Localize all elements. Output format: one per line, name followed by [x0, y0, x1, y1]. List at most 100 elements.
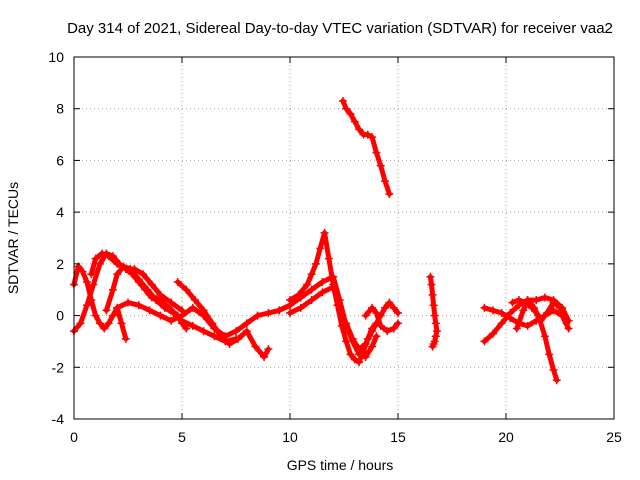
- data-point: [95, 259, 104, 268]
- data-point: [355, 345, 364, 354]
- series-track-12: [338, 96, 394, 199]
- data-point: [338, 96, 347, 105]
- series-track-5: [113, 298, 294, 341]
- axis-ticks: 0 5 10 15 20 25 -4 -2 0 2 4 6 8 10: [48, 49, 622, 445]
- data-point: [432, 327, 441, 336]
- data-point: [316, 244, 325, 253]
- data-point: [514, 296, 523, 305]
- data-point: [376, 321, 385, 330]
- data-point: [216, 332, 225, 341]
- data-point: [190, 296, 199, 305]
- data-point: [346, 350, 355, 359]
- data-point: [156, 296, 165, 305]
- y-tick-label: -2: [52, 359, 65, 375]
- data-point: [143, 285, 152, 294]
- data-point: [199, 327, 208, 336]
- data-point: [117, 319, 126, 328]
- data-point: [383, 327, 392, 336]
- data-point: [556, 303, 564, 312]
- data-point: [545, 350, 554, 359]
- data-point: [126, 265, 135, 274]
- data-point: [145, 306, 154, 315]
- data-point: [431, 319, 440, 328]
- x-tick-label: 25: [606, 429, 622, 445]
- y-tick-label: 10: [48, 49, 64, 65]
- data-point: [372, 308, 381, 317]
- data-point: [480, 337, 489, 346]
- x-tick-label: 10: [282, 429, 298, 445]
- data-point: [489, 306, 498, 315]
- data-point: [530, 303, 539, 312]
- data-point: [355, 125, 364, 134]
- data-point: [286, 308, 294, 317]
- y-tick-label: 0: [56, 308, 64, 324]
- data-point: [318, 277, 327, 286]
- series-track-7: [173, 277, 273, 361]
- data-point: [385, 190, 394, 199]
- data-point: [167, 306, 176, 315]
- data-point: [523, 321, 532, 330]
- data-point: [124, 298, 132, 307]
- data-point: [350, 117, 359, 126]
- data-point: [329, 272, 338, 281]
- data-point: [342, 319, 351, 328]
- data-point: [264, 345, 273, 354]
- y-axis-label: SDTVAR / TECUs: [5, 182, 21, 294]
- data-point: [104, 319, 113, 328]
- x-tick-label: 0: [70, 429, 78, 445]
- data-point: [512, 324, 521, 333]
- data-point: [95, 319, 104, 328]
- data-point: [543, 308, 552, 317]
- data-point: [87, 270, 96, 279]
- data-point: [519, 306, 528, 315]
- data-point: [342, 104, 351, 113]
- data-point: [363, 130, 372, 139]
- data-point: [182, 285, 191, 294]
- data-point: [134, 301, 143, 310]
- data-point: [381, 303, 390, 312]
- data-point: [385, 298, 394, 307]
- data-point: [275, 306, 284, 315]
- data-point: [145, 290, 154, 299]
- data-point: [188, 321, 197, 330]
- data-point: [497, 319, 506, 328]
- x-tick-label: 15: [390, 429, 406, 445]
- data-point: [78, 267, 87, 276]
- data-point: [368, 327, 377, 336]
- data-point: [76, 319, 85, 328]
- data-point: [91, 311, 100, 320]
- data-point: [346, 109, 355, 118]
- data-point: [427, 280, 436, 289]
- data-point: [225, 340, 234, 349]
- data-point: [208, 319, 217, 328]
- series-track-13: [426, 272, 441, 351]
- data-point: [113, 303, 122, 312]
- data-point: [242, 319, 251, 328]
- data-point: [361, 340, 370, 349]
- data-point: [376, 161, 385, 170]
- data-point: [147, 280, 156, 289]
- data-point: [113, 270, 122, 279]
- data-point: [119, 262, 128, 271]
- data-point: [489, 329, 498, 338]
- data-point: [91, 254, 100, 263]
- data-point: [540, 293, 549, 302]
- data-point: [167, 298, 176, 307]
- series-track-10: [286, 283, 402, 354]
- data-point: [508, 298, 517, 307]
- data-point: [549, 298, 558, 307]
- data-point: [82, 301, 91, 310]
- series-layer: [70, 96, 573, 385]
- data-point: [156, 311, 165, 320]
- data-point: [307, 270, 316, 279]
- data-point: [372, 148, 381, 157]
- data-point: [82, 277, 91, 286]
- data-point: [113, 259, 122, 268]
- plot-frame: [73, 56, 615, 420]
- data-point: [552, 376, 561, 385]
- data-point: [381, 177, 390, 186]
- data-point: [134, 275, 143, 284]
- data-point: [307, 285, 316, 294]
- data-point: [429, 301, 438, 310]
